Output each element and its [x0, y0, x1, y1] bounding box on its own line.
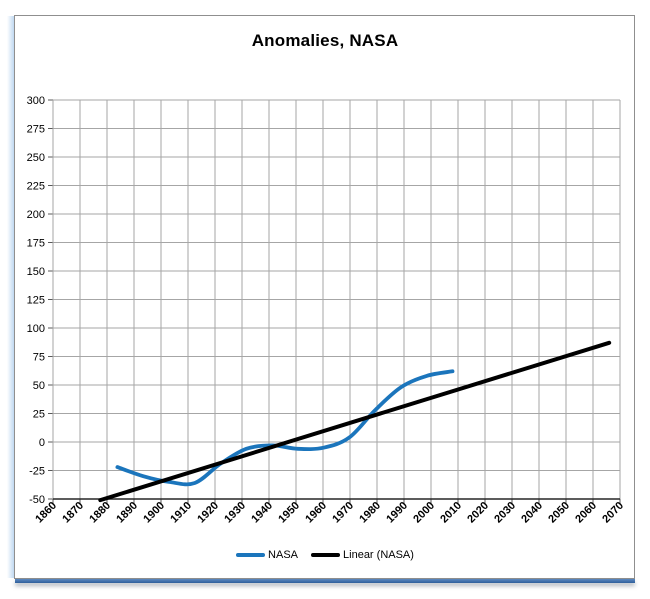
x-tick-label: 1960 [303, 500, 329, 526]
x-tick-label: 1990 [384, 500, 410, 526]
y-tick-label: -50 [29, 494, 45, 506]
y-tick-label: 175 [27, 238, 45, 250]
x-tick-label: 2050 [546, 500, 572, 526]
x-tick-label: 2070 [600, 500, 626, 526]
chart-frame [14, 15, 635, 579]
x-tick-label: 2010 [438, 500, 464, 526]
x-tick-label: 1920 [195, 500, 221, 526]
linear-trendline [98, 340, 612, 503]
y-tick-label: 100 [27, 323, 45, 335]
x-tick-label: 2030 [492, 500, 518, 526]
y-tick-label: 275 [27, 124, 45, 136]
legend: NASA Linear (NASA) [0, 549, 650, 561]
x-tick-label: 2000 [411, 500, 437, 526]
nasa-line-sample [236, 553, 266, 557]
x-tick-label: 2060 [573, 500, 599, 526]
x-tick-label: 1970 [330, 500, 356, 526]
y-tick-label: 0 [39, 437, 45, 449]
y-tick-label: 225 [27, 181, 45, 193]
linear-line-sample [311, 553, 341, 557]
nasa-series-line [115, 369, 455, 487]
y-tick-label: 25 [33, 409, 45, 421]
y-tick-label: 200 [27, 209, 45, 221]
y-tick-label: 150 [27, 266, 45, 278]
x-tick-label: 1900 [141, 500, 167, 526]
x-tick-label: 1930 [222, 500, 248, 526]
x-tick-label: 1950 [276, 500, 302, 526]
x-tick-label: 1890 [114, 500, 140, 526]
x-tick-label: 1870 [60, 500, 86, 526]
chart-title: Anomalies, NASA [251, 31, 399, 50]
legend-label-nasa: NASA [268, 549, 299, 561]
frame-bottom-edge [15, 579, 635, 583]
y-tick-label: 250 [27, 152, 45, 164]
x-tick-label: 2040 [519, 500, 545, 526]
legend-label-linear: Linear (NASA) [343, 549, 414, 561]
y-tick-label: 125 [27, 295, 45, 307]
x-tick-label: 1980 [357, 500, 383, 526]
legend-item-linear: Linear (NASA) [311, 549, 414, 561]
y-tick-label: 75 [33, 352, 45, 364]
y-tick-label: 50 [33, 380, 45, 392]
frame-left-glow [7, 16, 14, 578]
x-tick-label: 1880 [87, 500, 113, 526]
x-tick-label: 2020 [465, 500, 491, 526]
y-tick-label: -25 [29, 466, 45, 478]
x-tick-label: 1910 [168, 500, 194, 526]
y-tick-label: 300 [27, 95, 45, 107]
legend-item-nasa: NASA [236, 549, 298, 561]
x-tick-label: 1940 [249, 500, 275, 526]
